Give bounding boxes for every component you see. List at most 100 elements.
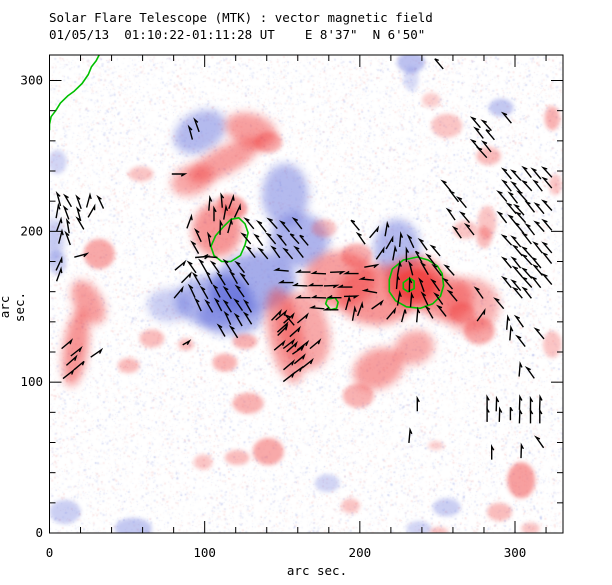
field-vector	[496, 190, 508, 203]
field-vector	[469, 138, 481, 151]
field-vector	[416, 395, 420, 412]
field-vector	[227, 217, 233, 234]
y-tick-label: 300	[20, 73, 43, 88]
field-vector	[289, 233, 300, 245]
field-vector	[485, 129, 495, 141]
field-vector	[233, 203, 242, 218]
field-vector	[228, 270, 239, 285]
polarity-blob	[341, 498, 360, 514]
field-vector	[510, 235, 522, 248]
field-vector	[310, 294, 327, 299]
polarity-blob	[463, 317, 495, 345]
field-vector	[282, 247, 294, 260]
field-vector	[55, 255, 63, 271]
field-vector	[291, 282, 308, 287]
field-vector	[208, 195, 213, 211]
field-vector	[520, 276, 533, 288]
field-vector	[514, 211, 527, 224]
field-vector	[539, 407, 543, 424]
field-vector	[294, 269, 311, 273]
field-vector	[283, 313, 295, 326]
field-vector	[429, 244, 441, 257]
field-vector	[61, 338, 74, 350]
field-vector	[532, 241, 543, 254]
y-tick-label: 0	[35, 525, 43, 540]
field-vector	[533, 327, 545, 340]
field-vector	[443, 264, 455, 276]
field-vector	[518, 360, 523, 377]
field-vector	[186, 260, 197, 274]
field-vector	[500, 111, 512, 124]
field-vector	[171, 173, 188, 177]
polarity-blob	[488, 98, 514, 117]
field-vector	[524, 366, 535, 379]
field-vector	[75, 206, 82, 222]
field-vector	[500, 256, 512, 269]
field-vector	[186, 213, 193, 229]
field-vector	[520, 442, 525, 459]
field-vector	[90, 347, 104, 358]
field-vector	[216, 323, 226, 337]
field-vector	[213, 297, 223, 312]
field-vector	[509, 324, 514, 341]
field-vector	[473, 126, 484, 139]
field-vector	[330, 271, 346, 275]
field-vector	[384, 220, 390, 237]
field-vector	[310, 270, 327, 275]
field-vector	[55, 191, 62, 207]
field-vector	[446, 289, 458, 302]
field-vector	[282, 338, 296, 350]
field-vector	[520, 246, 533, 258]
polarity-blob	[476, 226, 492, 248]
vector-field	[55, 58, 553, 460]
field-vector	[361, 288, 378, 294]
polarity-blob	[406, 520, 432, 533]
field-vector	[541, 218, 553, 231]
field-vector	[364, 263, 380, 269]
field-vector	[296, 312, 309, 324]
field-vector	[75, 194, 82, 210]
field-vector	[516, 190, 528, 202]
field-vector	[62, 368, 75, 380]
field-vector	[500, 167, 512, 180]
field-vector	[524, 200, 536, 213]
field-vector	[197, 258, 208, 273]
field-vector	[222, 285, 232, 300]
field-vector	[524, 223, 536, 236]
field-vector	[308, 305, 325, 310]
field-vector	[212, 283, 221, 298]
polarity-blob	[452, 220, 478, 239]
field-vector	[405, 246, 410, 262]
polarity-blob	[507, 462, 536, 499]
polarity-blob	[353, 347, 404, 390]
field-vector	[501, 179, 512, 192]
neutral-line-contour	[49, 55, 100, 131]
figure-title: Solar Flare Telescope (MTK) : vector mag…	[49, 10, 433, 25]
field-vector	[296, 339, 310, 351]
field-vector	[216, 272, 226, 286]
polarity-blob	[147, 288, 191, 322]
field-vector	[433, 292, 444, 305]
field-vector	[351, 305, 357, 321]
x-axis-label: arc sec.	[286, 563, 348, 578]
field-vector	[510, 180, 522, 194]
field-vector	[87, 203, 96, 218]
field-vector	[505, 202, 517, 215]
polarity-blob	[224, 450, 250, 466]
field-vector	[325, 294, 342, 299]
field-vector	[345, 294, 351, 311]
field-vector	[355, 231, 366, 245]
polarity-blob	[117, 358, 140, 374]
field-vector	[448, 189, 460, 203]
x-tick-label: 200	[349, 545, 372, 560]
field-vector	[500, 275, 512, 289]
polarity-blob	[341, 243, 373, 268]
field-vector	[207, 231, 212, 247]
field-vector	[55, 202, 61, 219]
field-vector	[493, 297, 505, 310]
x-tick-label: 0	[46, 545, 54, 560]
field-vector	[430, 278, 441, 292]
field-vector	[520, 253, 533, 266]
figure-subtitle: 01/05/13 01:10:22-01:11:28 UT E 8'37" N …	[49, 27, 426, 42]
field-vector	[476, 307, 486, 322]
